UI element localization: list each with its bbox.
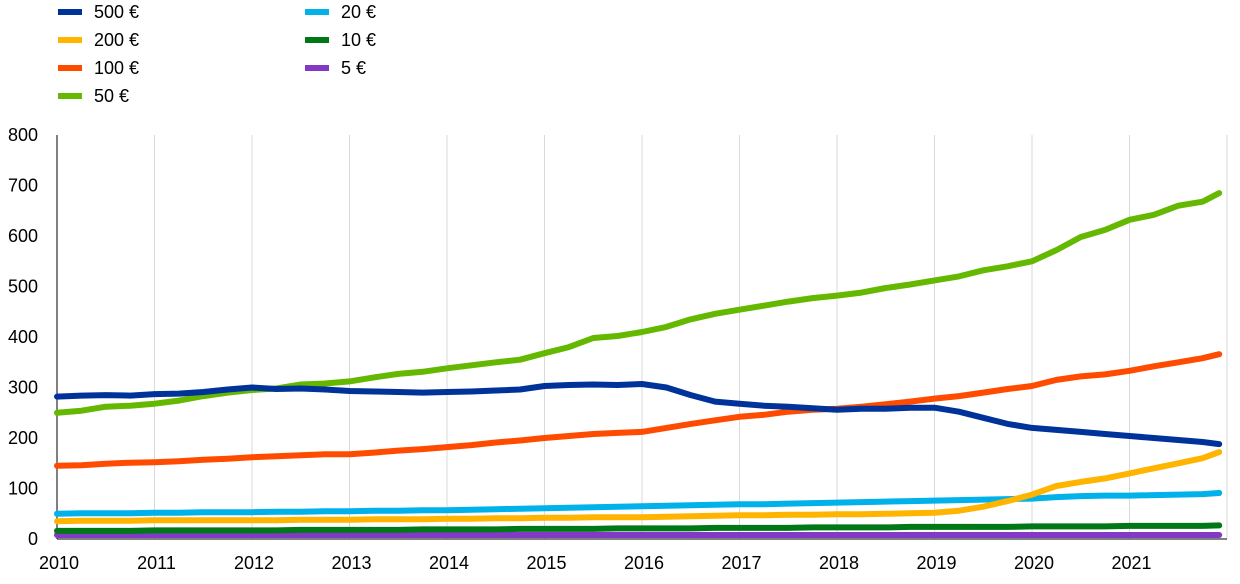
- x-tick-label: 2017: [721, 553, 761, 573]
- y-tick-label: 700: [8, 176, 38, 196]
- legend-label: 50 €: [94, 85, 130, 106]
- x-tick-label: 2013: [331, 553, 371, 573]
- legend-swatch: [305, 65, 329, 71]
- x-tick-label: 2011: [137, 553, 176, 573]
- legend-swatch: [58, 93, 82, 99]
- legend-item: 50 €: [58, 84, 129, 108]
- legend-item: 500 €: [58, 0, 139, 24]
- legend-swatch: [58, 9, 82, 15]
- series-line-1: [54, 449, 1223, 525]
- y-tick-label: 500: [8, 277, 38, 297]
- legend-swatch: [305, 9, 329, 15]
- x-tick-label: 2019: [916, 553, 956, 573]
- y-tick-label: 800: [8, 125, 38, 145]
- y-tick-label: 400: [8, 327, 38, 347]
- legend-label: 100 €: [94, 57, 140, 78]
- x-tick-label: 2012: [234, 553, 274, 573]
- series-line-5: [54, 522, 1223, 534]
- y-tick-label: 200: [8, 428, 38, 448]
- series-line-0: [54, 381, 1223, 448]
- x-tick-label: 2016: [624, 553, 664, 573]
- x-tick-label: 2015: [526, 553, 566, 573]
- legend-swatch: [58, 65, 82, 71]
- y-tick-label: 300: [8, 378, 38, 398]
- y-tick-label: 0: [28, 529, 38, 549]
- y-tick-label: 100: [8, 479, 38, 499]
- legend-item: 20 €: [305, 0, 376, 24]
- x-tick-label: 2021: [1111, 553, 1151, 573]
- legend-label: 10 €: [341, 29, 377, 50]
- legend-swatch: [305, 37, 329, 43]
- legend: 500 € 200 € 100 € 50 € 20 € 10 € 5 €: [0, 0, 700, 110]
- legend-label: 5 €: [341, 57, 367, 78]
- legend-item: 100 €: [58, 56, 139, 80]
- series-line-4: [54, 490, 1223, 517]
- legend-label: 20 €: [341, 1, 377, 22]
- legend-item: 200 €: [58, 28, 139, 52]
- legend-item: 5 €: [305, 56, 366, 80]
- x-tick-label: 2010: [39, 553, 79, 573]
- x-tick-label: 2014: [429, 553, 469, 573]
- legend-label: 500 €: [94, 1, 140, 22]
- legend-item: 10 €: [305, 28, 376, 52]
- x-tick-label: 2018: [819, 553, 859, 573]
- y-tick-label: 600: [8, 226, 38, 246]
- legend-swatch: [58, 37, 82, 43]
- legend-label: 200 €: [94, 29, 140, 50]
- x-tick-label: 2020: [1014, 553, 1054, 573]
- series-line-2: [54, 351, 1223, 469]
